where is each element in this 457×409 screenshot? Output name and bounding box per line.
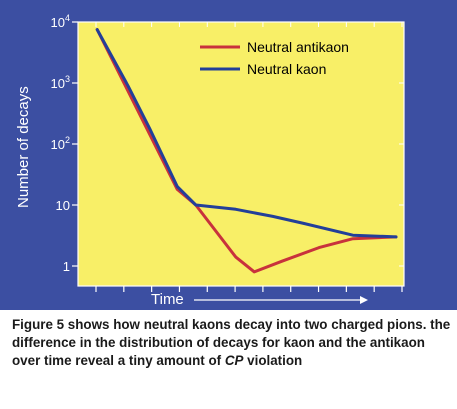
x-axis-arrow [194, 296, 368, 304]
y-tick-label-base: 10 [51, 15, 65, 30]
x-axis-title: Time [151, 291, 184, 308]
y-tick-label: 102 [51, 135, 70, 152]
legend-label-neutral-kaon: Neutral kaon [247, 61, 326, 77]
caption-text-end: violation [243, 353, 303, 368]
figure-caption: Figure 5 shows how neutral kaons decay i… [12, 316, 452, 370]
y-axis-title: Number of decays [15, 86, 32, 208]
caption-cp: CP [224, 353, 244, 368]
y-tick-label-base: 1 [63, 259, 70, 274]
caption-text: Figure 5 shows how neutral kaons decay i… [12, 317, 451, 368]
y-tick-label: 104 [51, 13, 70, 30]
y-tick-label-base: 10 [51, 137, 65, 152]
y-tick-label-base: 10 [56, 198, 70, 213]
legend: Neutral antikaon Neutral kaon [200, 39, 349, 77]
legend-label-neutral-antikaon: Neutral antikaon [247, 39, 349, 55]
chart-figure: 1 10 102 103 104 Neutral antikaon Neutral ka… [0, 0, 457, 310]
series-line-neutral-kaon [95, 28, 398, 239]
y-tick-label-exponent: 4 [65, 13, 70, 23]
y-tick-label-base: 10 [51, 76, 65, 91]
y-tick-label: 1 [63, 259, 70, 274]
y-tick-label: 10 [56, 198, 70, 213]
y-tick-label-exponent: 2 [65, 135, 70, 145]
y-tick-label-exponent: 3 [65, 74, 70, 84]
y-tick-label: 103 [51, 74, 70, 91]
plot-area [77, 21, 405, 287]
